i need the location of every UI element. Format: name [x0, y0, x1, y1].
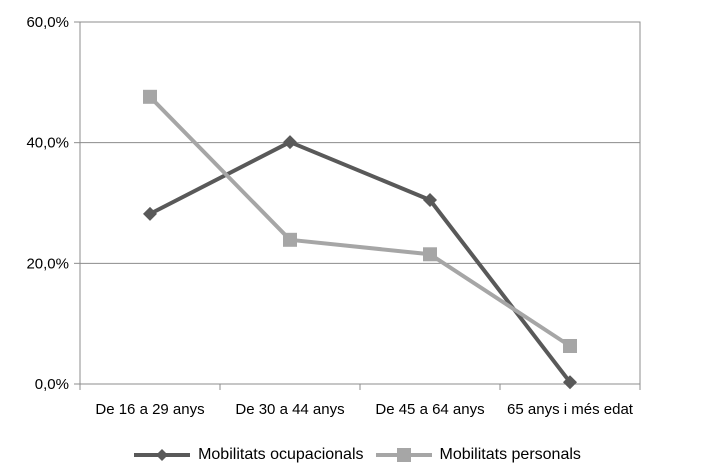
data-point-square — [283, 232, 297, 247]
data-point-diamond — [143, 206, 157, 221]
data-point-diamond — [283, 135, 297, 150]
y-tick-label: 60,0% — [26, 14, 69, 31]
series-line-1 — [148, 95, 572, 348]
x-tick-label: De 16 a 29 anys — [95, 401, 204, 418]
legend-item-series-1: Mobilitats personals — [374, 446, 581, 464]
y-tick-label: 40,0% — [26, 135, 69, 152]
plot-area — [79, 21, 641, 385]
data-point-square — [423, 247, 437, 262]
legend-label-series-0: Mobilitats ocupacionals — [198, 446, 364, 463]
legend: Mobilitats ocupacionals Mobilitats perso… — [0, 442, 713, 468]
legend-label-series-1: Mobilitats personals — [439, 446, 581, 463]
series-line-0 — [149, 140, 572, 384]
legend-swatch-square-icon — [375, 448, 432, 462]
y-tick-label: 20,0% — [26, 255, 69, 272]
legend-item-series-0: Mobilitats ocupacionals — [132, 446, 364, 464]
legend-swatch-diamond-icon — [134, 449, 191, 461]
line-chart: 0,0% 20,0% 40,0% 60,0% De 16 a 29 anys De 30… — [26, 14, 641, 418]
data-point-diamond — [563, 375, 577, 390]
x-tick-label: De 30 a 44 anys — [235, 401, 344, 418]
data-point-square — [143, 89, 157, 104]
y-tick-label: 0,0% — [35, 376, 69, 393]
x-tick-label: 65 anys i més edat — [507, 401, 634, 418]
data-point-square — [563, 338, 577, 353]
data-point-diamond — [423, 192, 437, 207]
x-tick-label: De 45 a 64 anys — [375, 401, 484, 418]
